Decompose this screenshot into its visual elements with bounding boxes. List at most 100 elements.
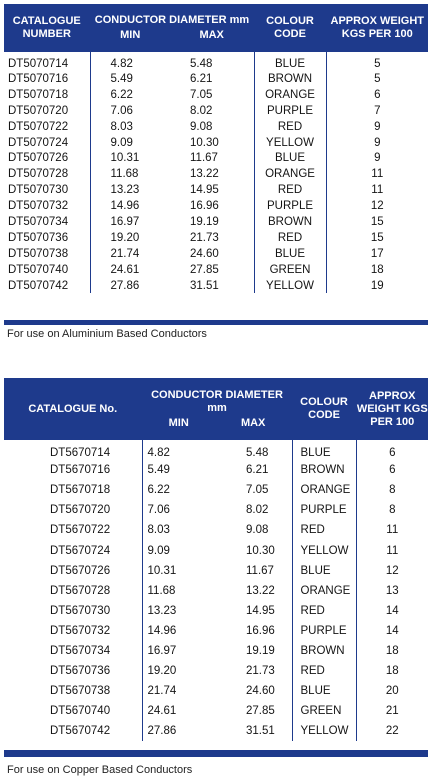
catalogue-number-cell: DT5070736 <box>4 229 91 246</box>
approx-weight-cell: 11 <box>371 184 384 197</box>
diameter-min-cell: 11.68 <box>147 584 176 597</box>
table-row: DT5070720 7.06 8.02 PURPLE 7 <box>4 102 428 119</box>
colour-code-cell: ORANGE <box>292 580 357 601</box>
colour-code-cell: ORANGE <box>254 166 327 183</box>
catalogue-number-cell: DT5070716 <box>4 71 91 87</box>
diameter-max-cell: 13.22 <box>206 580 293 601</box>
diameter-max-cell: 24.60 <box>206 681 293 702</box>
diameter-max-cell: 13.22 <box>168 166 255 183</box>
table-row: DT5070736 19.20 21.73 RED 15 <box>4 229 428 246</box>
diameter-max-cell: 19.19 <box>206 640 293 662</box>
table-row: DT5670734 16.97 19.19 BROWN 18 <box>4 640 428 662</box>
approx-weight-cell: 13 <box>385 584 399 597</box>
table-row: DT5670728 11.68 13.22 ORANGE 13 <box>4 580 428 601</box>
colour-code-cell: RED <box>292 661 357 682</box>
catalogue-number-cell: DT5070722 <box>4 118 91 135</box>
diameter-min-cell: 8.03 <box>147 524 170 537</box>
colour-code-cell: BROWN <box>254 214 327 230</box>
catalogue-number-cell: DT5670738 <box>4 681 143 702</box>
diameter-min-cell: 5.49 <box>147 464 170 477</box>
max-header: MAX <box>199 29 224 41</box>
diameter-min-cell: 14.96 <box>147 624 177 637</box>
approx-weight-cell: 18 <box>370 263 384 276</box>
diameter-min-cell: 24.61 <box>147 705 177 718</box>
conductor-diameter-title: CONDUCTOR DIAMETER mm <box>94 14 250 26</box>
approx-weight-cell: 11 <box>386 524 399 537</box>
diameter-min-cell: 13.23 <box>147 604 177 617</box>
table-row: DT5070726 10.31 11.67 BLUE 9 <box>4 150 428 167</box>
catalogue-number-header: CATALOGUE NUMBER <box>4 4 91 52</box>
approx-weight-cell: 17 <box>370 247 384 260</box>
catalogue-number-cell: DT5670736 <box>4 661 143 682</box>
colour-code-cell: YELLOW <box>292 540 357 561</box>
copper-table-body: DT5670714 4.82 5.48 BLUE 6 DT5670716 5.49 6.21 B… <box>4 440 428 742</box>
table-row: DT5070734 16.97 19.19 BROWN 15 <box>4 214 428 230</box>
colour-code-cell: RED <box>292 600 357 621</box>
table-row: DT5670720 7.06 8.02 PURPLE 8 <box>4 500 428 521</box>
diameter-min-cell: 6.22 <box>147 484 170 497</box>
catalogue-number-cell: DT5670734 <box>4 640 143 662</box>
diameter-min-cell: 4.82 <box>147 447 170 460</box>
colour-code-header: COLOUR CODE <box>254 4 327 52</box>
diameter-min-cell: 13.23 <box>110 184 140 197</box>
diameter-min-cell: 9.09 <box>110 136 133 149</box>
table-row: DT5670724 9.09 10.30 YELLOW 11 <box>4 540 428 561</box>
colour-code-cell: YELLOW <box>254 277 327 294</box>
colour-code-cell: PURPLE <box>254 198 327 215</box>
table-row: DT5670714 4.82 5.48 BLUE 6 <box>4 440 428 461</box>
diameter-min-cell: 16.97 <box>147 644 177 657</box>
diameter-min-cell: 4.82 <box>110 58 133 70</box>
colour-code-cell: RED <box>254 182 327 199</box>
diameter-min-cell: 14.96 <box>110 200 140 213</box>
table-row: DT5670738 21.74 24.60 BLUE 20 <box>4 681 428 702</box>
diameter-max-cell: 19.19 <box>168 214 255 230</box>
catalogue-number-cell: DT5670714 <box>4 440 143 461</box>
catalogue-number-cell: DT5670718 <box>4 480 143 501</box>
diameter-min-cell: 7.06 <box>147 504 170 517</box>
diameter-min-cell: 27.86 <box>110 279 140 292</box>
diameter-min-cell: 10.31 <box>147 564 177 577</box>
diameter-max-cell: 21.73 <box>206 661 293 682</box>
colour-code-cell: PURPLE <box>254 102 327 119</box>
table-row: DT5070740 24.61 27.85 GREEN 18 <box>4 261 428 278</box>
colour-code-cell: BLUE <box>254 150 327 167</box>
catalogue-number-cell: DT5670716 <box>4 460 143 481</box>
approx-weight-cell: 11 <box>386 544 399 557</box>
catalogue-number-cell: DT5070740 <box>4 261 91 278</box>
approx-weight-cell: 11 <box>371 168 384 181</box>
min-header: MIN <box>168 416 189 429</box>
table-bottom-rule <box>4 320 428 325</box>
table-row: DT5670726 10.31 11.67 BLUE 12 <box>4 560 428 581</box>
colour-code-cell: YELLOW <box>254 134 327 151</box>
diameter-max-cell: 27.85 <box>168 261 255 278</box>
catalogue-number-cell: DT5670728 <box>4 580 143 601</box>
approx-weight-cell: 15 <box>370 231 384 244</box>
diameter-max-cell: 7.05 <box>206 480 293 501</box>
catalogue-number-cell: DT5070730 <box>4 182 91 199</box>
diameter-max-cell: 31.51 <box>168 277 255 294</box>
colour-code-cell: ORANGE <box>292 480 357 501</box>
table-row: DT5670730 13.23 14.95 RED 14 <box>4 600 428 621</box>
approx-weight-cell: 14 <box>385 624 399 637</box>
diameter-min-cell: 19.20 <box>147 665 177 678</box>
approx-weight-cell: 8 <box>389 504 396 517</box>
approx-weight-cell: 5 <box>374 58 381 70</box>
copper-usage-note: For use on Copper Based Conductors <box>7 764 193 776</box>
aluminium-usage-note: For use on Aluminium Based Conductors <box>7 328 207 340</box>
max-header: MAX <box>240 416 266 429</box>
catalogue-number-cell: DT5070738 <box>4 245 91 262</box>
diameter-min-cell: 8.03 <box>110 120 133 133</box>
catalogue-number-cell: DT5670732 <box>4 620 143 641</box>
colour-code-cell: YELLOW <box>292 721 357 742</box>
diameter-max-cell: 10.30 <box>206 540 293 561</box>
diameter-min-cell: 9.09 <box>147 544 170 557</box>
diameter-max-cell: 8.02 <box>168 102 255 119</box>
catalogue-number-cell: DT5070734 <box>4 214 91 230</box>
diameter-min-cell: 19.20 <box>110 231 140 244</box>
conductor-diameter-title: CONDUCTOR DIAMETER mm <box>151 388 283 414</box>
colour-code-cell: PURPLE <box>292 500 357 521</box>
approx-weight-cell: 9 <box>374 120 381 133</box>
approx-weight-header: APPROX WEIGHT KGS PER 100 <box>356 378 429 440</box>
diameter-max-cell: 9.08 <box>168 118 255 135</box>
table-row: DT5070716 5.49 6.21 BROWN 5 <box>4 71 428 87</box>
